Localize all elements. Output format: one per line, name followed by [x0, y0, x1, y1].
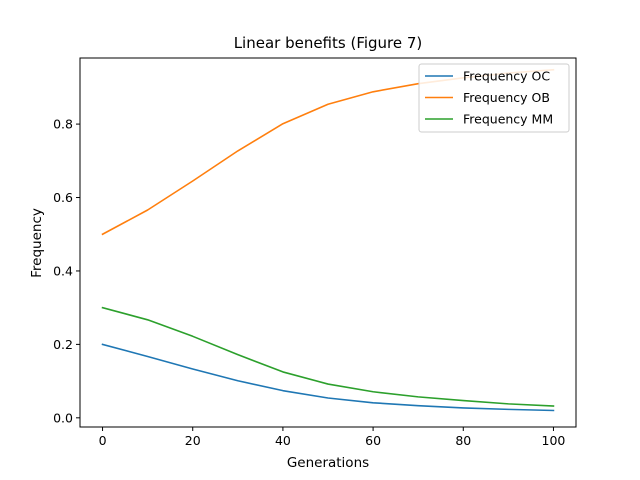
x-tick-label: 0 [99, 433, 107, 448]
legend-label-2: Frequency MM [463, 112, 553, 127]
axes-frame [79, 57, 577, 428]
legend-box [418, 63, 570, 133]
x-tick-label: 40 [275, 433, 291, 448]
axes: 0 20 40 60 80 100 0.0 0.2 0.4 0.6 0.8 [53, 57, 577, 448]
series-line-2 [101, 306, 555, 407]
x-tick-label: 80 [455, 433, 471, 448]
legend-label-0: Frequency OC [463, 69, 550, 84]
chart-title: Linear benefits (Figure 7) [234, 34, 423, 52]
x-tick-label: 100 [542, 433, 566, 448]
y-axis-label: Frequency [29, 208, 45, 278]
x-tick-label: 20 [185, 433, 201, 448]
legend: Frequency OC Frequency OB Frequency MM [418, 63, 570, 133]
y-tick-label: 0.2 [53, 337, 73, 352]
series-line-0 [101, 343, 555, 412]
y-tick-label: 0.8 [53, 117, 73, 132]
y-tick-label: 0.4 [53, 263, 73, 278]
y-tick-label: 0.0 [53, 410, 73, 425]
y-tick-label: 0.6 [53, 190, 73, 205]
x-axis-label: Generations [287, 455, 369, 471]
x-tick-label: 60 [365, 433, 381, 448]
legend-label-1: Frequency OB [463, 90, 550, 105]
